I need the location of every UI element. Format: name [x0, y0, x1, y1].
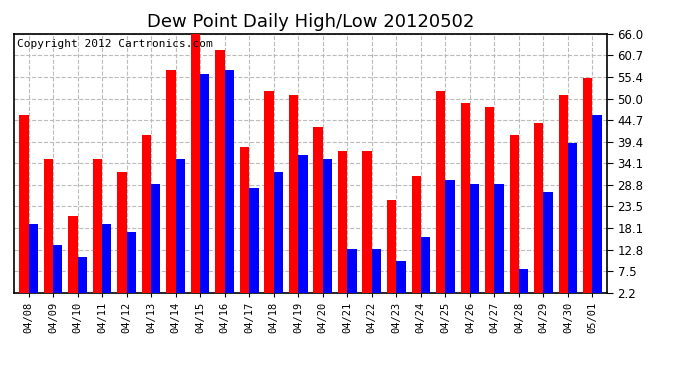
Bar [313, 127, 323, 302]
Bar [495, 184, 504, 302]
Bar [396, 261, 406, 302]
Bar [485, 107, 495, 302]
Bar [323, 159, 332, 302]
Bar [68, 216, 77, 302]
Bar [559, 94, 568, 302]
Bar [126, 232, 136, 302]
Bar [534, 123, 544, 302]
Bar [274, 172, 283, 302]
Bar [53, 244, 62, 302]
Bar [338, 152, 347, 302]
Bar [77, 257, 87, 302]
Bar [264, 90, 274, 302]
Bar [142, 135, 151, 302]
Bar [117, 172, 126, 302]
Bar [19, 115, 28, 302]
Bar [510, 135, 519, 302]
Bar [593, 115, 602, 302]
Bar [191, 34, 200, 302]
Bar [151, 184, 161, 302]
Bar [240, 147, 249, 302]
Bar [470, 184, 479, 302]
Bar [362, 152, 372, 302]
Bar [460, 103, 470, 302]
Bar [215, 50, 225, 302]
Bar [372, 249, 381, 302]
Bar [298, 155, 308, 302]
Bar [544, 192, 553, 302]
Bar [387, 200, 396, 302]
Bar [225, 70, 234, 302]
Bar [421, 237, 430, 302]
Bar [43, 159, 53, 302]
Bar [347, 249, 357, 302]
Title: Dew Point Daily High/Low 20120502: Dew Point Daily High/Low 20120502 [147, 13, 474, 31]
Bar [411, 176, 421, 302]
Bar [568, 143, 578, 302]
Bar [102, 224, 111, 302]
Bar [200, 74, 210, 302]
Bar [176, 159, 185, 302]
Bar [519, 269, 529, 302]
Bar [289, 94, 298, 302]
Bar [92, 159, 102, 302]
Bar [583, 78, 593, 302]
Text: Copyright 2012 Cartronics.com: Copyright 2012 Cartronics.com [17, 39, 213, 49]
Bar [28, 224, 38, 302]
Bar [445, 180, 455, 302]
Bar [166, 70, 176, 302]
Bar [249, 188, 259, 302]
Bar [436, 90, 445, 302]
